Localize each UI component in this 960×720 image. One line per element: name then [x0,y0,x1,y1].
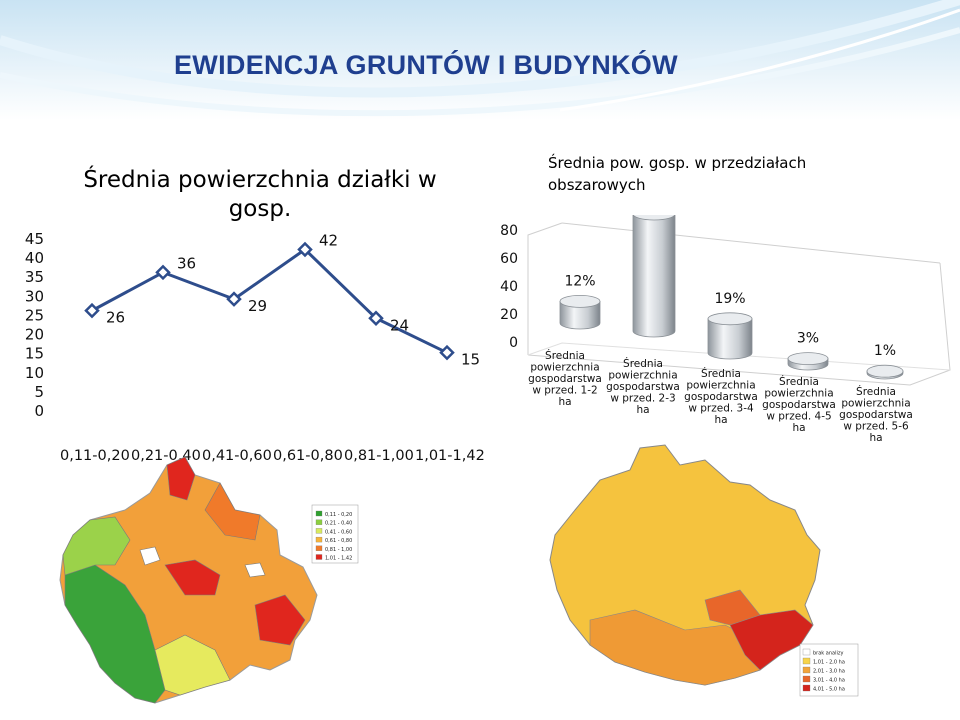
y-tick-label: 15 [25,345,44,363]
data-point [155,264,171,281]
legend-label: 1,01 - 1,42 [325,556,352,562]
map-left-plot-area-choropleth: 0,11 - 0,20 0,21 - 0,40 0,41 - 0,60 0,61 - … [59,456,359,704]
map-right-plot-area-choropleth: brak analizy 1,01 - 2,0 ha 2,01 - 3,0 ha 3,… [549,444,859,697]
x-tick-label: 0,41-0,60 [202,448,272,464]
series-line [91,247,448,355]
data-label: 19% [714,291,745,307]
data-label: 36 [177,254,196,272]
legend-label: 0,41 - 0,60 [325,529,352,535]
data-label: 12% [564,273,595,289]
x-tick-label: 0,81-1,00 [344,448,414,464]
x-tick-label: Średnia powierzchnia gospodarstwa w przed. … [839,385,913,444]
plot-frame-3d [527,222,951,386]
page-title: EWIDENCJA GRUNTÓW I BUDYNKÓW [174,50,678,80]
x-tick-label: 0,11-0,20 [60,448,130,464]
x-tick-label: 0,61-0,80 [273,448,343,464]
y-tick-label: 40 [25,249,44,267]
x-axis-ticks: Średnia powierzchnia gospodarstwa w przed. … [528,349,913,444]
legend-swatch [315,536,323,543]
legend-swatch [315,519,323,525]
legend-label: 0,81 - 1,00 [325,547,352,553]
y-tick-label: 40 [500,279,518,295]
legend-swatch [315,528,323,534]
y-tick-label: 30 [25,287,44,305]
y-tick-label: 45 [25,230,44,248]
data-point [84,302,100,319]
x-tick-label: Średnia powierzchnia gospodarstwa w przed. … [606,357,680,416]
y-tick-label: 5 [34,383,44,401]
y-tick-label: 60 [500,251,518,267]
legend-swatch [802,648,811,656]
map-left-red-north [166,456,196,501]
x-axis-ticks: 0,11-0,20 0,21-0,40 0,41-0,60 0,61-0,80 0,81… [60,448,485,464]
data-point [368,310,384,327]
data-label: 15 [461,351,480,369]
data-point [439,344,455,361]
bar-chart-title: Średnia pow. gosp. w przedziałach obszar… [548,154,807,194]
legend-label: brak analizy [813,651,843,657]
bar [632,215,676,338]
y-axis-ticks: 0 20 40 60 80 [500,223,518,351]
data-label: 29 [248,297,267,315]
map-left-white-cities [139,546,266,578]
x-tick-label: Średnia powierzchnia gospodarstwa w przed. … [684,367,758,426]
map-right-deep-orange [704,589,761,626]
data-label: 42 [319,231,338,249]
legend-swatch [802,657,811,665]
legend-swatch [315,510,323,517]
data-label: 3% [797,331,819,347]
y-tick-label: 80 [500,223,518,239]
y-tick-label: 35 [25,268,44,286]
legend-label: 1,01 - 2,0 ha [813,660,845,666]
data-point [297,241,313,258]
y-tick-label: 0 [34,402,44,420]
x-tick-label: Średnia powierzchnia gospodarstwa w przed. … [762,375,836,434]
y-tick-label: 20 [25,326,44,344]
legend-label: 0,11 - 0,20 [325,512,352,518]
bar-chart: 02040608012%65%19%3%1%Średniapowierzchni… [500,215,951,444]
y-tick-label: 20 [500,307,518,323]
y-tick-label: 25 [25,306,44,324]
legend-label: 2,01 - 3,0 ha [813,669,845,675]
data-label: 1% [874,343,896,359]
x-tick-label: 1,01-1,42 [415,448,485,464]
map-left-green-west [64,564,166,704]
y-tick-label: 0 [509,335,518,351]
legend-label: 0,21 - 0,40 [325,521,352,527]
bar [866,364,904,380]
map-left-lightgreen-belt [62,516,131,576]
bar [559,295,601,330]
legend-swatch [315,554,323,560]
legend-label: 3,01 - 4,0 ha [813,678,845,684]
map-left-red-centre [164,559,221,596]
map-left-red-east [254,594,306,646]
legend-label: 4,01 - 5,0 ha [813,687,845,693]
map-left-orange-ne [204,482,261,541]
bar [787,352,829,371]
legend-swatch [802,675,811,683]
x-tick-label: Średnia powierzchnia gospodarstwa w przed. … [528,349,602,408]
legend-swatch [802,666,811,674]
map-left-yellow-south [154,634,231,696]
map-right-orange-south [589,609,761,686]
legend-swatch [802,684,811,692]
y-tick-label: 10 [25,364,44,382]
bar [707,312,753,360]
data-point [226,291,242,307]
line-chart-title: Średnia powierzchnia działki w gosp. [83,167,437,222]
data-label: 24 [390,316,409,334]
legend-swatch [315,545,323,551]
legend-label: 0,61 - 0,80 [325,538,352,544]
data-label: 26 [106,309,125,327]
